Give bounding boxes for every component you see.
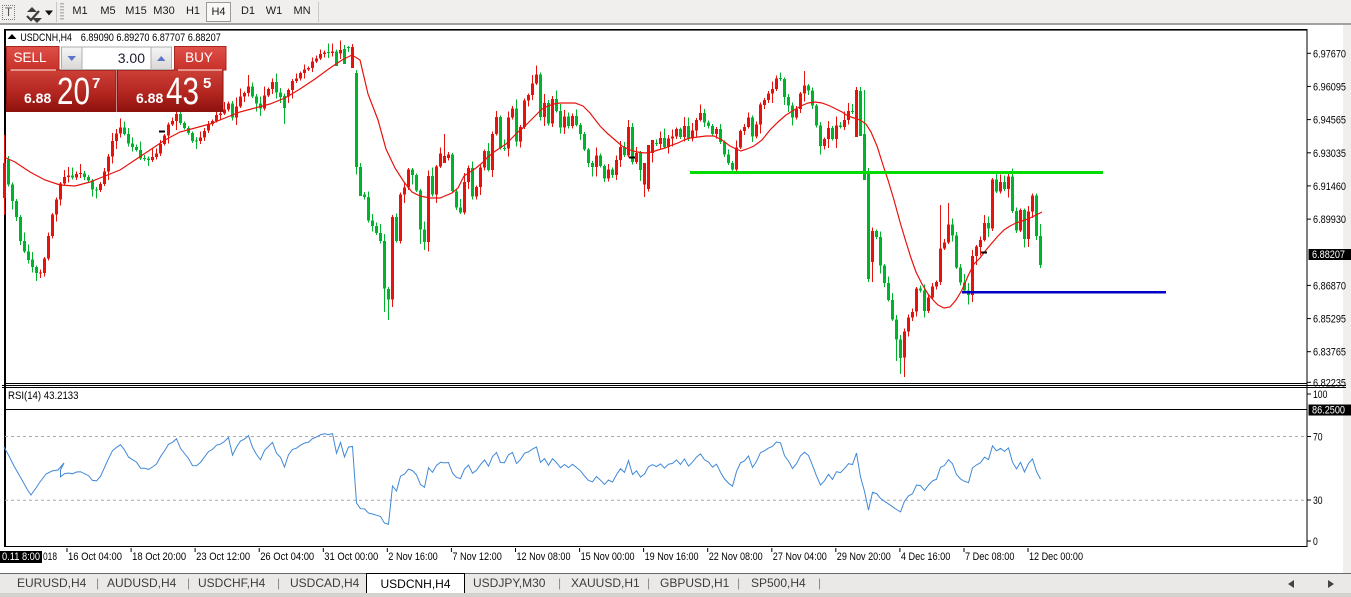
svg-text:6.82235: 6.82235 — [1313, 377, 1346, 389]
svg-text:4 Dec 16:00: 4 Dec 16:00 — [901, 551, 951, 563]
svg-text:0.11 8:00: 0.11 8:00 — [2, 551, 40, 563]
svg-text:29 Nov 20:00: 29 Nov 20:00 — [837, 551, 891, 563]
svg-text:0: 0 — [1313, 536, 1318, 548]
svg-text:5: 5 — [203, 75, 211, 92]
svg-text:100: 100 — [1313, 389, 1327, 401]
svg-text:6.96095: 6.96095 — [1313, 81, 1346, 93]
svg-text:15 Nov 00:00: 15 Nov 00:00 — [581, 551, 635, 563]
svg-text:22 Nov 08:00: 22 Nov 08:00 — [709, 551, 763, 563]
svg-text:6.88: 6.88 — [24, 90, 51, 106]
svg-text:6.83765: 6.83765 — [1313, 347, 1346, 359]
svg-text:12 Nov 08:00: 12 Nov 08:00 — [517, 551, 571, 563]
svg-text:3.00: 3.00 — [118, 50, 145, 66]
svg-text:6.93035: 6.93035 — [1313, 148, 1346, 160]
svg-text:2 Nov 16:00: 2 Nov 16:00 — [388, 551, 438, 563]
svg-text:12 Dec 00:00: 12 Dec 00:00 — [1029, 551, 1083, 563]
svg-text:23 Oct 12:00: 23 Oct 12:00 — [196, 551, 250, 563]
svg-text:70: 70 — [1313, 432, 1323, 444]
svg-text:31 Oct 00:00: 31 Oct 00:00 — [324, 551, 378, 563]
svg-text:6.86870: 6.86870 — [1313, 280, 1346, 292]
svg-text:43: 43 — [166, 71, 199, 113]
svg-text:86.2500: 86.2500 — [1312, 405, 1345, 417]
svg-text:6.94565: 6.94565 — [1313, 115, 1346, 127]
svg-text:7: 7 — [92, 75, 100, 92]
svg-text:6.88: 6.88 — [136, 90, 163, 106]
svg-text:16 Oct 04:00: 16 Oct 04:00 — [68, 551, 122, 563]
svg-text:6.88207: 6.88207 — [1312, 249, 1345, 261]
svg-text:20: 20 — [57, 71, 90, 113]
svg-text:30: 30 — [1313, 495, 1323, 507]
svg-text:018: 018 — [43, 551, 57, 563]
svg-text:26 Oct 04:00: 26 Oct 04:00 — [260, 551, 314, 563]
svg-text:6.97670: 6.97670 — [1313, 48, 1346, 60]
svg-text:6.91460: 6.91460 — [1313, 181, 1346, 193]
svg-text:USDCNH,H4: USDCNH,H4 — [20, 32, 72, 44]
svg-text:SELL: SELL — [13, 50, 47, 65]
svg-text:7 Dec 08:00: 7 Dec 08:00 — [965, 551, 1015, 563]
svg-text:18 Oct 20:00: 18 Oct 20:00 — [132, 551, 186, 563]
svg-text:7 Nov 12:00: 7 Nov 12:00 — [452, 551, 502, 563]
svg-text:6.85295: 6.85295 — [1313, 314, 1346, 326]
svg-text:BUY: BUY — [185, 50, 213, 65]
svg-text:6.89930: 6.89930 — [1313, 214, 1346, 226]
svg-text:6.89090 6.89270 6.87707 6.8820: 6.89090 6.89270 6.87707 6.88207 — [81, 32, 221, 44]
svg-text:RSI(14) 43.2133: RSI(14) 43.2133 — [8, 390, 79, 402]
svg-text:19 Nov 16:00: 19 Nov 16:00 — [645, 551, 699, 563]
svg-text:27 Nov 04:00: 27 Nov 04:00 — [773, 551, 827, 563]
